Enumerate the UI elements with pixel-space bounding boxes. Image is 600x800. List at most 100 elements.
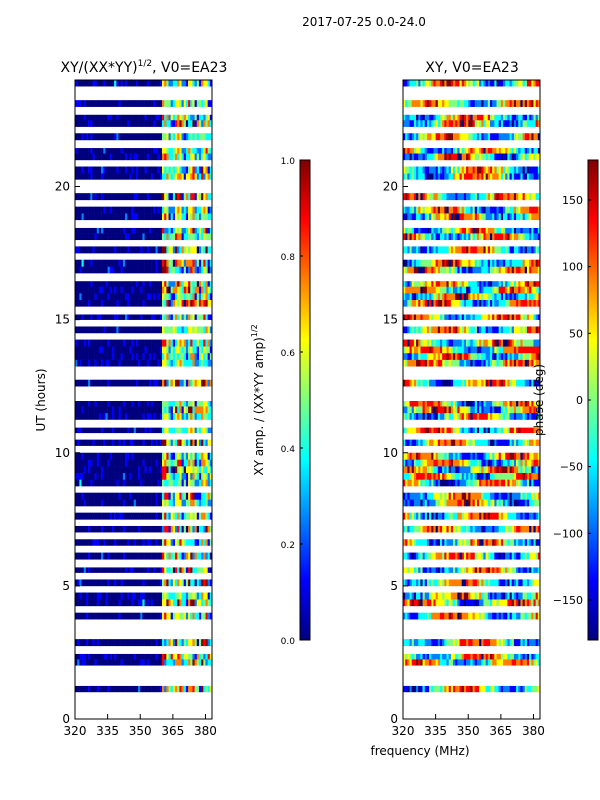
heatmap-cell (435, 472, 439, 480)
heatmap-cell (88, 466, 91, 474)
heatmap-cell (188, 359, 191, 367)
heatmap-cell (146, 406, 150, 414)
heatmap-cell (107, 293, 111, 300)
heatmap-cell (209, 512, 213, 520)
heatmap-cell (127, 166, 130, 174)
heatmap-cell (105, 312, 108, 320)
heatmap-cell (170, 479, 174, 487)
heatmap-cell (177, 246, 180, 254)
heatmap-cell (188, 512, 191, 520)
heatmap-cell (426, 406, 430, 414)
heatmap-cell (81, 685, 84, 693)
heatmap-cell (140, 153, 143, 161)
heatmap-cell (476, 399, 480, 407)
heatmap-cell (140, 452, 143, 460)
heatmap-cell (109, 406, 113, 414)
heatmap-cell (148, 286, 152, 294)
heatmap-cell (479, 592, 482, 600)
heatmap-cell (172, 579, 176, 587)
heatmap-cell (468, 552, 471, 560)
heatmap-cell (77, 439, 80, 447)
heatmap-cell (159, 439, 163, 447)
heatmap-cell (129, 246, 132, 254)
heatmap-cell (138, 153, 141, 161)
heatmap-cell (151, 259, 154, 267)
heatmap-cell (444, 565, 447, 573)
heatmap-cell (407, 466, 410, 474)
heatmap-cell (170, 452, 174, 460)
heatmap-cell (107, 206, 111, 214)
heatmap-cell (127, 259, 130, 267)
heatmap-cell (168, 226, 171, 234)
heatmap-cell (105, 539, 108, 547)
heatmap-cell (183, 133, 187, 141)
heatmap-cell (159, 466, 163, 474)
heatmap-cell (203, 213, 206, 221)
heatmap-cell (118, 659, 121, 667)
heatmap-cell (94, 599, 98, 607)
heatmap-cell (431, 412, 434, 420)
heatmap-cell (181, 293, 185, 300)
heatmap-cell (146, 119, 150, 127)
heatmap-cell (118, 119, 121, 127)
heatmap-cell (500, 525, 504, 533)
heatmap-cell (155, 166, 158, 174)
heatmap-cell (111, 293, 115, 300)
heatmap-cell (92, 259, 95, 267)
heatmap-cell (479, 552, 482, 560)
heatmap-cell (205, 299, 208, 307)
heatmap-cell (168, 539, 171, 547)
heatmap-cell (196, 552, 200, 560)
heatmap-cell (175, 246, 178, 254)
heatmap-cell (172, 565, 176, 573)
heatmap-cell (500, 592, 504, 600)
heatmap-cell (172, 685, 176, 693)
heatmap-cell (151, 439, 154, 447)
heatmap-cell (188, 406, 191, 414)
heatmap-cell (118, 299, 121, 307)
heatmap-cell (413, 592, 417, 600)
heatmap-cell (151, 592, 154, 600)
heatmap-cell (146, 552, 150, 560)
heatmap-cell (168, 312, 171, 320)
heatmap-cell (107, 452, 111, 460)
heatmap-cell (129, 439, 132, 447)
heatmap-cell (209, 119, 213, 127)
heatmap-cell (503, 406, 506, 414)
heatmap-cell (209, 399, 213, 407)
heatmap-cell (166, 685, 169, 693)
heatmap-cell (133, 326, 137, 334)
heatmap-cell (529, 466, 532, 474)
heatmap-cell (192, 113, 195, 121)
heatmap-cell (203, 279, 206, 287)
heatmap-cell (164, 299, 167, 307)
heatmap-cell (98, 173, 102, 181)
heatmap-cell (92, 539, 95, 547)
heatmap-cell (85, 339, 89, 347)
heatmap-cell (114, 119, 117, 127)
heatmap-cell (161, 326, 165, 334)
heatmap-cell (148, 99, 152, 107)
heatmap-cell (109, 259, 113, 267)
heatmap-cell (457, 565, 460, 573)
heatmap-cell (496, 499, 499, 507)
heatmap-cell (179, 466, 182, 474)
heatmap-cell (431, 659, 434, 667)
heatmap-cell (183, 286, 187, 294)
heatmap-cell (411, 599, 415, 607)
heatmap-cell (422, 472, 426, 480)
heatmap-cell (198, 599, 202, 607)
heatmap-cell (172, 452, 176, 460)
heatmap-cell (476, 479, 480, 487)
heatmap-cell (83, 312, 87, 320)
heatmap-cell (198, 173, 202, 181)
heatmap-cell (201, 193, 204, 201)
heatmap-cell (487, 659, 491, 667)
heatmap-cell (194, 452, 198, 460)
heatmap-cell (170, 579, 174, 587)
heatmap-cell (413, 412, 417, 420)
heatmap-cell (498, 652, 502, 660)
heatmap-cell (489, 466, 493, 474)
heatmap-cell (533, 579, 536, 587)
heatmap-cell (135, 326, 139, 334)
